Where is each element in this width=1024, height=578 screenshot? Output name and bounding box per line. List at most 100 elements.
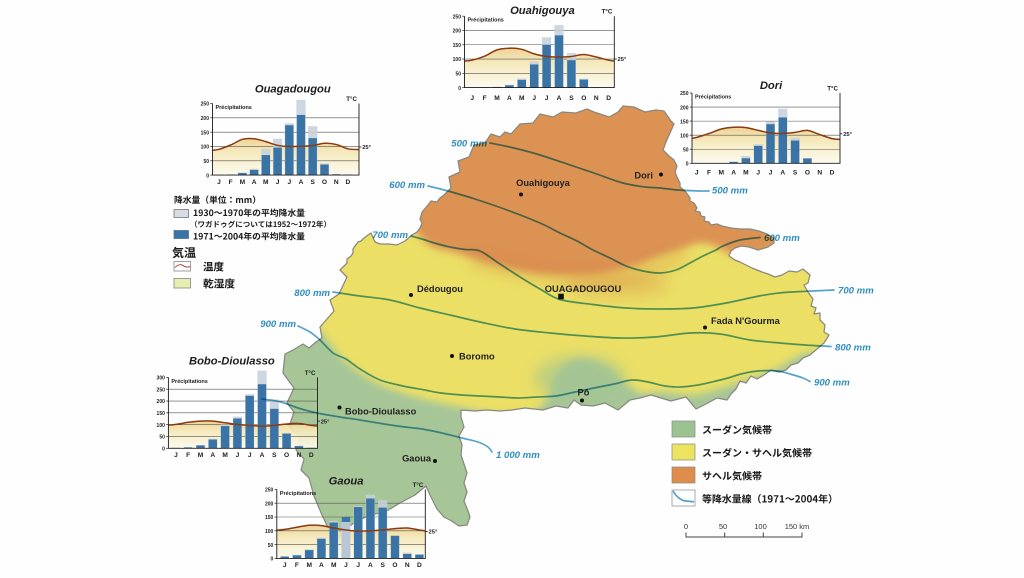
svg-text:Précipitations: Précipitations [216,105,252,111]
svg-text:Précipitations: Précipitations [280,491,316,497]
svg-text:1 000 mm: 1 000 mm [496,450,540,461]
svg-text:150 km: 150 km [785,522,810,531]
svg-text:J: J [769,169,773,176]
svg-text:Précipitations: Précipitations [695,95,731,101]
svg-text:100: 100 [754,522,767,531]
svg-text:Dédougou: Dédougou [417,284,463,294]
svg-text:F: F [295,562,299,569]
svg-text:Fada N'Gourma: Fada N'Gourma [711,316,781,326]
svg-text:T°C: T°C [305,370,316,377]
svg-text:50: 50 [159,435,165,441]
svg-text:O: O [392,562,397,569]
svg-text:A: A [299,179,304,186]
svg-text:O: O [805,169,810,176]
svg-text:150: 150 [680,119,689,125]
svg-text:200: 200 [157,399,166,405]
svg-text:M: M [519,95,525,102]
svg-text:J: J [344,562,348,569]
svg-text:50: 50 [719,522,727,531]
svg-text:J: J [287,179,291,186]
svg-text:N: N [817,169,822,176]
svg-text:250: 250 [201,102,210,108]
svg-text:200: 200 [265,501,274,507]
svg-text:A: A [252,179,257,186]
svg-text:900 mm: 900 mm [814,378,850,389]
svg-text:900 mm: 900 mm [260,319,296,330]
svg-text:O: O [581,95,586,102]
svg-text:S: S [272,452,277,459]
svg-text:S: S [793,169,798,176]
svg-text:700 mm: 700 mm [838,286,874,297]
svg-text:M: M [222,452,228,459]
svg-text:M: M [331,562,337,569]
svg-text:150: 150 [265,515,274,521]
svg-text:S: S [310,179,315,186]
svg-text:O: O [322,179,327,186]
svg-text:250: 250 [265,488,274,494]
svg-text:T°C: T°C [602,9,613,16]
svg-text:J: J [276,179,280,186]
svg-text:T°C: T°C [413,482,424,489]
svg-text:Précipitations: Précipitations [171,379,207,385]
svg-text:250: 250 [680,91,689,97]
svg-text:A: A [319,562,324,569]
svg-text:150: 150 [453,43,462,49]
svg-text:Boromo: Boromo [459,352,495,362]
svg-text:T°C: T°C [827,86,838,93]
svg-text:T°C: T°C [346,96,357,103]
svg-text:0: 0 [686,162,689,168]
svg-text:200: 200 [453,29,462,35]
svg-text:25°: 25° [362,145,371,151]
svg-text:Gaoua: Gaoua [402,454,432,464]
svg-text:J: J [236,452,240,459]
svg-text:0: 0 [206,173,209,179]
svg-text:J: J [532,95,536,102]
svg-text:250: 250 [157,387,166,393]
svg-text:800 mm: 800 mm [294,288,330,299]
svg-text:Précipitations: Précipitations [468,18,504,24]
svg-text:D: D [309,452,314,459]
svg-text:A: A [557,95,562,102]
svg-text:M: M [494,95,500,102]
svg-text:200: 200 [680,105,689,111]
svg-text:0: 0 [162,447,165,453]
svg-text:F: F [707,169,711,176]
svg-text:N: N [297,452,302,459]
svg-text:J: J [174,452,178,459]
svg-text:250: 250 [453,14,462,20]
svg-text:F: F [229,179,233,186]
svg-text:A: A [210,452,215,459]
svg-text:O: O [284,452,289,459]
svg-text:200: 200 [201,116,210,122]
svg-text:100: 100 [201,145,210,151]
svg-text:J: J [356,562,360,569]
svg-text:800 mm: 800 mm [835,343,871,354]
svg-text:Ouagadougou: Ouagadougou [255,84,331,96]
svg-text:D: D [830,169,835,176]
svg-text:500 mm: 500 mm [712,186,748,197]
svg-text:50: 50 [203,159,209,165]
svg-text:J: J [217,179,221,186]
svg-text:50: 50 [268,543,274,549]
svg-text:F: F [186,452,190,459]
svg-text:J: J [695,169,699,176]
svg-text:100: 100 [453,57,462,63]
svg-text:Gaoua: Gaoua [329,475,364,487]
svg-text:A: A [368,562,373,569]
svg-text:J: J [756,169,760,176]
svg-text:D: D [417,562,422,569]
svg-text:A: A [780,169,785,176]
svg-text:Ouahigouya: Ouahigouya [516,178,571,188]
svg-text:Bobo-Dioulasso: Bobo-Dioulasso [345,407,417,417]
svg-text:A: A [507,95,512,102]
svg-text:M: M [263,179,269,186]
svg-text:600 mm: 600 mm [764,233,800,244]
svg-text:700 mm: 700 mm [372,230,408,241]
svg-text:Bobo-Dioulasso: Bobo-Dioulasso [189,355,275,367]
svg-text:150: 150 [157,411,166,417]
svg-text:100: 100 [680,133,689,139]
svg-text:M: M [240,179,246,186]
svg-text:25°: 25° [843,132,852,138]
svg-text:0: 0 [271,557,274,563]
svg-text:J: J [545,95,549,102]
